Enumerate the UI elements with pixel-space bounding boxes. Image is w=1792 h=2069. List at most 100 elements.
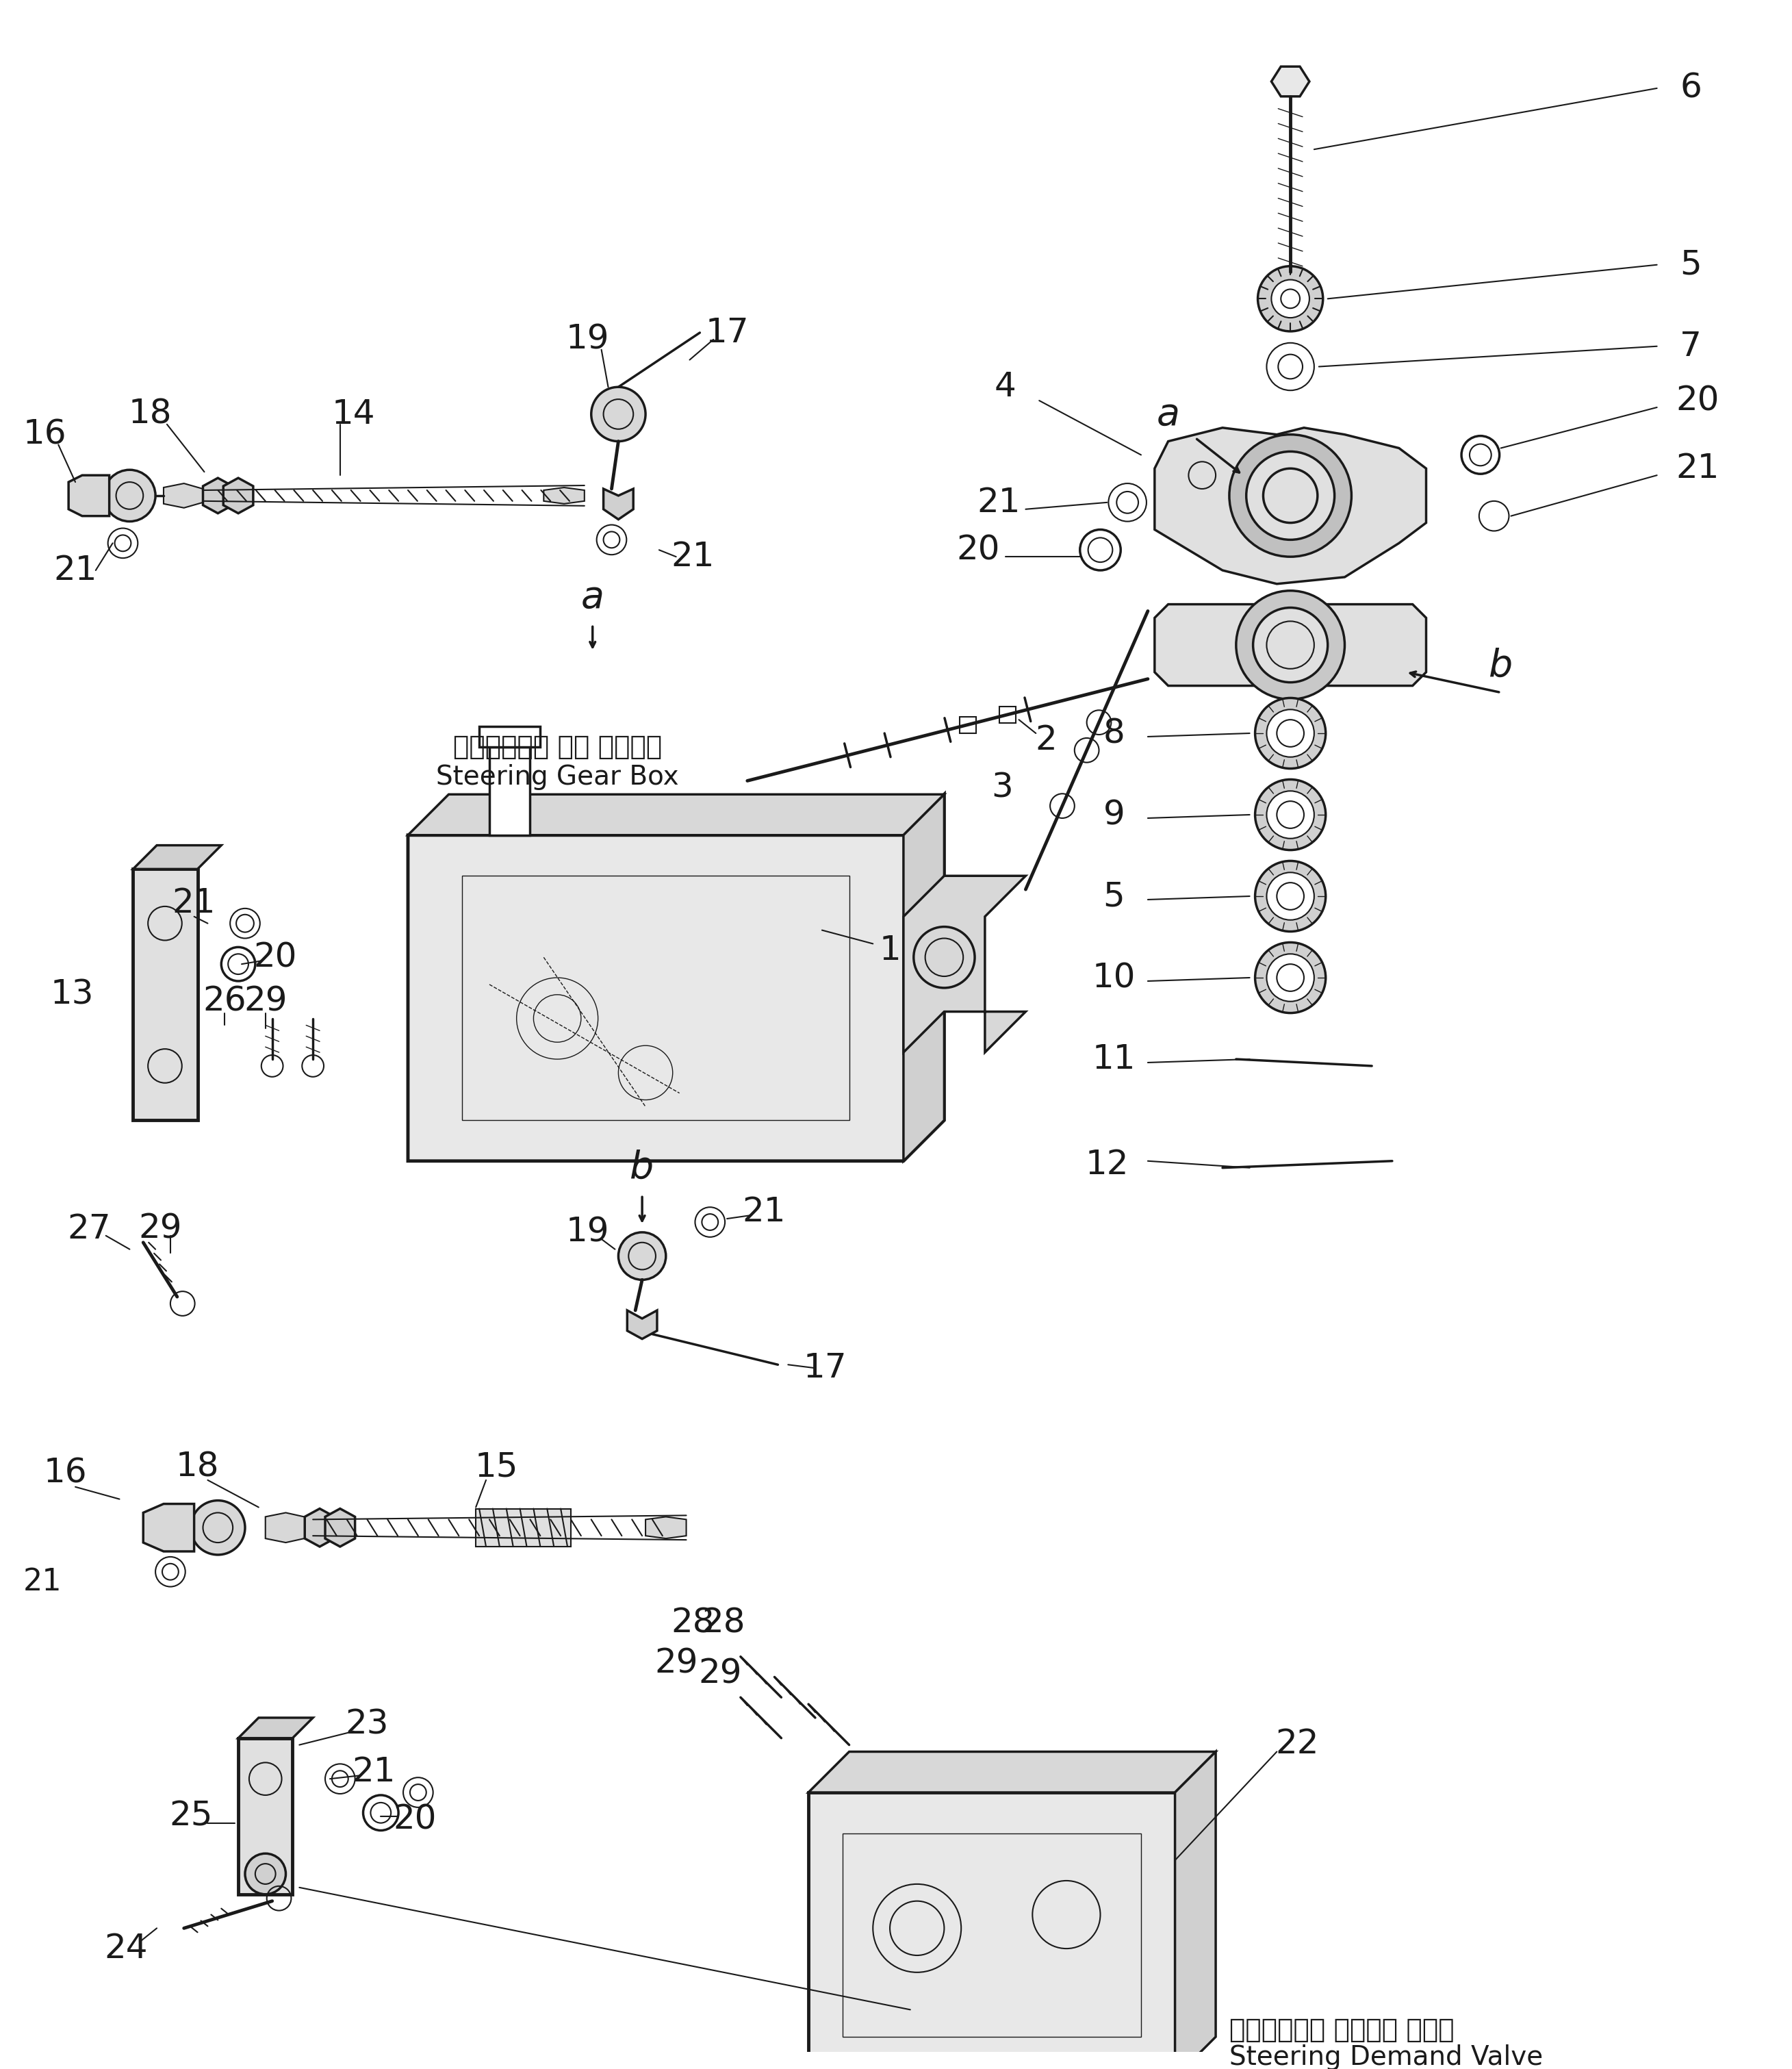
Text: 21: 21: [1676, 451, 1719, 484]
Text: 27: 27: [66, 1212, 111, 1246]
Bar: [842, 1833, 1142, 2036]
Bar: [959, 716, 977, 732]
Bar: [1000, 706, 1016, 722]
Text: 20: 20: [1676, 385, 1719, 418]
Text: a: a: [581, 579, 604, 617]
Circle shape: [246, 1854, 285, 1895]
Text: ステアリング ギヤ ボックス: ステアリング ギヤ ボックス: [453, 734, 661, 759]
Text: 12: 12: [1086, 1148, 1129, 1181]
Text: 14: 14: [332, 397, 375, 430]
Text: ステアリング デマンド バルブ: ステアリング デマンド バルブ: [1229, 2017, 1455, 2042]
Text: 26: 26: [202, 985, 247, 1018]
Circle shape: [1254, 941, 1326, 1014]
Polygon shape: [1176, 1752, 1215, 2069]
Text: 6: 6: [1679, 72, 1702, 106]
Text: 21: 21: [23, 1566, 61, 1597]
Text: 3: 3: [991, 772, 1012, 805]
Circle shape: [1245, 451, 1335, 540]
Circle shape: [1267, 710, 1314, 757]
Polygon shape: [808, 1752, 1215, 1792]
Polygon shape: [238, 1738, 292, 1895]
Text: 1: 1: [880, 933, 901, 966]
Polygon shape: [238, 1717, 314, 1738]
Polygon shape: [305, 1508, 335, 1548]
Text: 21: 21: [353, 1757, 396, 1788]
Circle shape: [190, 1500, 246, 1554]
Text: 29: 29: [244, 985, 287, 1018]
Circle shape: [1267, 790, 1314, 838]
Polygon shape: [409, 794, 944, 1161]
Text: 10: 10: [1091, 962, 1136, 993]
Text: 18: 18: [129, 397, 172, 430]
Text: 5: 5: [1104, 879, 1125, 912]
Text: 16: 16: [43, 1457, 88, 1490]
Polygon shape: [808, 1792, 1176, 2069]
Text: a: a: [1156, 395, 1179, 432]
Text: 19: 19: [566, 323, 609, 356]
Polygon shape: [324, 1508, 355, 1548]
Text: 2: 2: [1036, 724, 1057, 757]
Text: 21: 21: [172, 886, 215, 919]
Polygon shape: [543, 488, 584, 503]
Text: 17: 17: [803, 1351, 848, 1384]
Polygon shape: [1154, 604, 1426, 685]
Circle shape: [1254, 780, 1326, 850]
Polygon shape: [903, 875, 1025, 1053]
Text: b: b: [1489, 648, 1512, 683]
Text: 29: 29: [138, 1212, 183, 1246]
Text: 15: 15: [475, 1450, 518, 1483]
Text: 21: 21: [672, 540, 715, 573]
Text: b: b: [631, 1150, 654, 1186]
Text: 20: 20: [957, 534, 1000, 567]
Circle shape: [1254, 697, 1326, 768]
Circle shape: [1258, 267, 1322, 331]
Text: 8: 8: [1104, 716, 1125, 749]
Text: 17: 17: [706, 317, 749, 350]
Text: 29: 29: [654, 1647, 697, 1680]
Text: Steering Gear Box: Steering Gear Box: [435, 763, 679, 790]
Polygon shape: [202, 478, 233, 513]
Polygon shape: [224, 478, 253, 513]
Circle shape: [1254, 861, 1326, 931]
Polygon shape: [645, 1517, 686, 1539]
Bar: [462, 875, 849, 1119]
Polygon shape: [627, 1310, 658, 1339]
Circle shape: [1236, 590, 1344, 699]
Polygon shape: [1271, 66, 1310, 97]
Polygon shape: [409, 794, 944, 836]
Text: 28: 28: [702, 1606, 745, 1639]
Bar: [478, 726, 541, 747]
Text: 4: 4: [995, 370, 1016, 403]
Polygon shape: [133, 846, 220, 869]
Text: 23: 23: [346, 1709, 389, 1740]
Polygon shape: [477, 1508, 572, 1548]
Circle shape: [1267, 873, 1314, 921]
Circle shape: [1267, 954, 1314, 1001]
Text: 20: 20: [254, 941, 297, 974]
Text: 28: 28: [672, 1606, 715, 1639]
Polygon shape: [143, 1504, 194, 1552]
Polygon shape: [1154, 428, 1426, 583]
Polygon shape: [903, 794, 944, 1161]
Polygon shape: [265, 1512, 317, 1543]
Text: 21: 21: [742, 1196, 787, 1229]
Polygon shape: [604, 488, 633, 519]
Text: 22: 22: [1276, 1728, 1319, 1761]
Text: 25: 25: [168, 1800, 213, 1833]
Text: 21: 21: [54, 554, 97, 588]
Circle shape: [591, 387, 645, 441]
Text: 24: 24: [104, 1932, 149, 1966]
Text: 29: 29: [699, 1657, 742, 1690]
Circle shape: [618, 1233, 667, 1281]
Text: 5: 5: [1681, 248, 1702, 281]
Text: 7: 7: [1679, 329, 1702, 362]
Circle shape: [1271, 279, 1310, 319]
Polygon shape: [133, 869, 197, 1119]
Circle shape: [104, 470, 156, 521]
Polygon shape: [163, 484, 208, 507]
Polygon shape: [68, 476, 109, 515]
Text: 11: 11: [1091, 1043, 1136, 1076]
Text: 9: 9: [1104, 799, 1125, 832]
Text: 13: 13: [50, 979, 93, 1012]
Text: 21: 21: [977, 486, 1020, 519]
